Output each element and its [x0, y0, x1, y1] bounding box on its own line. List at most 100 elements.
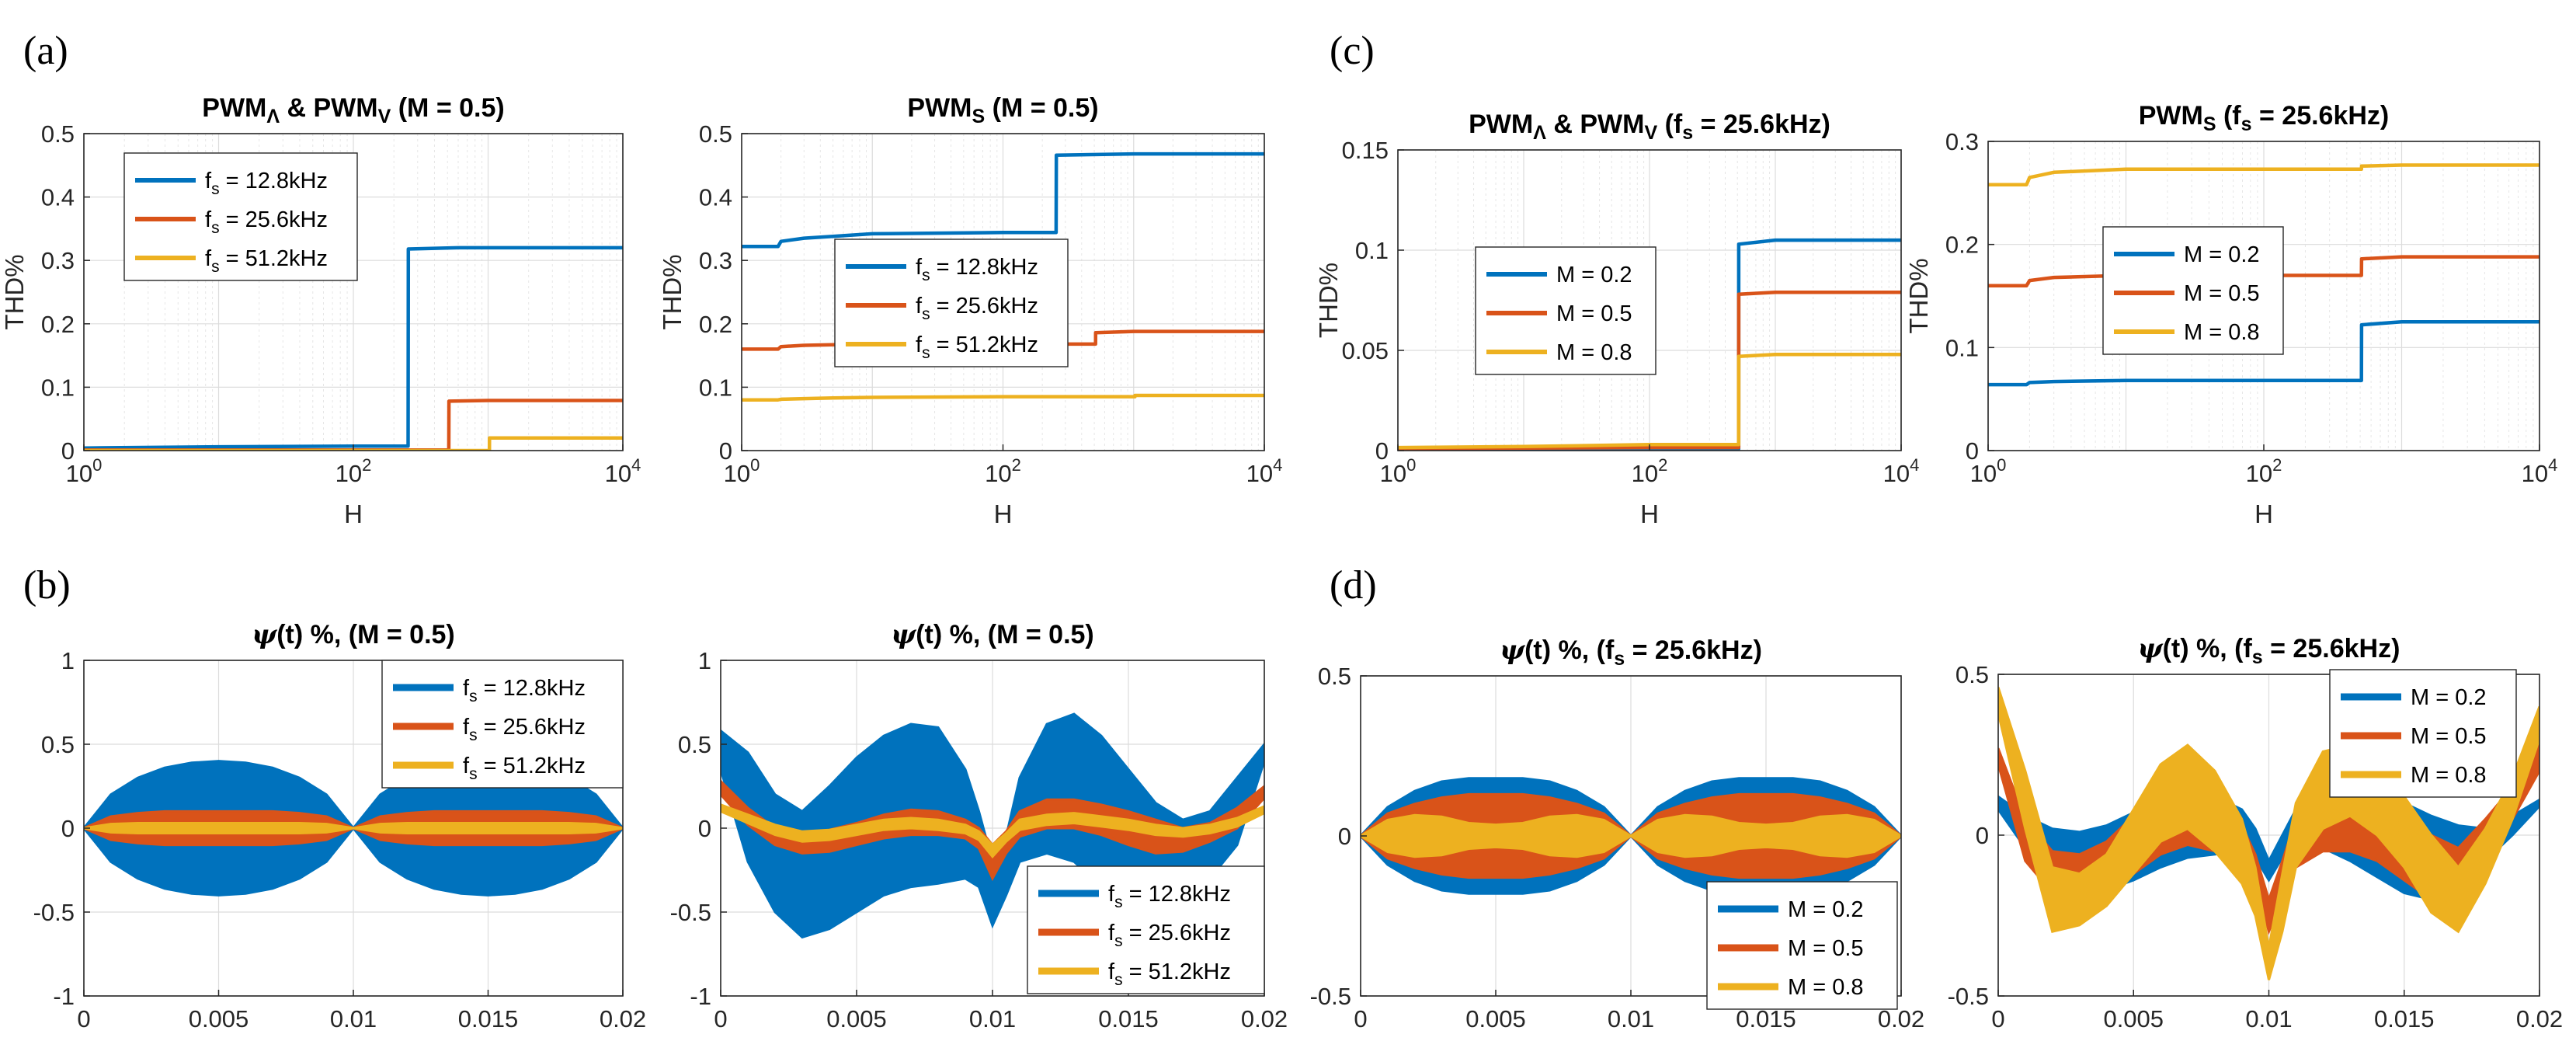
- x-axis-label: H: [2254, 500, 2273, 528]
- x-tick-label: 0.005: [826, 1005, 887, 1032]
- chart-d1: 0 0.005 0.01 0.015 0.02-0.500.5ψ(t) %, (fs =…: [1310, 635, 1925, 1032]
- x-tick-label: 0.015: [1098, 1005, 1159, 1032]
- y-tick-label: 0: [1966, 437, 1979, 465]
- y-tick-label: 0.2: [1945, 232, 1979, 259]
- legend-label-3: fs = 51.2kHz: [1108, 959, 1231, 989]
- legend: fs = 12.8kHz fs = 25.6kHz fs = 51.2kHz: [1027, 865, 1265, 994]
- x-tick-label: 0.01: [1608, 1005, 1654, 1032]
- y-tick-label: 0.5: [1318, 663, 1351, 690]
- series-line-1: [742, 151, 1264, 249]
- y-axis-label: THD%: [1314, 263, 1343, 338]
- y-tick-label: -0.5: [670, 899, 711, 926]
- legend-label-3: fs = 51.2kHz: [463, 754, 586, 783]
- x-tick-label: 0.02: [600, 1005, 646, 1032]
- legend-label-1: M = 0.2: [1556, 263, 1632, 287]
- x-tick-label: 102: [985, 455, 1021, 487]
- y-tick-label: 0: [61, 437, 75, 465]
- legend-label-1: fs = 12.8kHz: [205, 169, 328, 198]
- x-tick-label: 0: [77, 1005, 90, 1032]
- x-tick-label: 0.005: [1465, 1005, 1526, 1032]
- legend-label-3: M = 0.8: [1788, 975, 1864, 1000]
- y-tick-label: -1: [53, 983, 75, 1010]
- panel-label-c: (c): [1330, 29, 1375, 73]
- y-tick-label: 0.5: [41, 120, 75, 148]
- legend-label-2: M = 0.5: [1788, 936, 1864, 961]
- legend-label-3: M = 0.8: [2184, 320, 2260, 345]
- y-tick-label: 0.05: [1342, 337, 1389, 364]
- data-group: [1398, 238, 1901, 451]
- chart-title: ψ(t) %, (fs = 25.6kHz): [1500, 635, 1762, 670]
- x-tick-label: 104: [605, 455, 641, 487]
- y-tick-label: 0.2: [699, 311, 732, 338]
- legend-label-2: M = 0.5: [1556, 301, 1632, 326]
- x-tick-label: 0.02: [1878, 1005, 1924, 1032]
- chart-a1: 100 102 104 0 0.1 0.2 0.3 0.4 0.5 H THD% PWMΛ & PWM…: [0, 93, 641, 528]
- y-tick-label: -0.5: [1948, 983, 1989, 1010]
- x-tick-label: 0: [1354, 1005, 1367, 1032]
- legend-label-2: fs = 25.6kHz: [916, 294, 1038, 323]
- data-group: [1361, 777, 1901, 895]
- x-tick-label: 0.01: [330, 1005, 377, 1032]
- legend-label-1: M = 0.2: [2411, 685, 2487, 710]
- y-tick-label: 0.3: [699, 247, 732, 274]
- data-group: [1998, 687, 2539, 980]
- x-tick-label: 104: [2522, 455, 2558, 487]
- legend-label-2: M = 0.5: [2184, 281, 2260, 306]
- series-line-3: [742, 393, 1264, 402]
- x-tick-label: 100: [724, 455, 760, 487]
- x-tick-label: 0.015: [1736, 1005, 1796, 1032]
- x-tick-label: 0.015: [2374, 1005, 2435, 1032]
- panel-label-d: (d): [1330, 563, 1377, 608]
- y-tick-label: 0.1: [41, 374, 75, 401]
- x-tick-label: 0.015: [458, 1005, 519, 1032]
- legend-label-2: M = 0.5: [2411, 724, 2487, 749]
- chart-b2: 0 0.005 0.01 0.015 0.02 -1 -0.5 0 0.5 1 ψ(t) %, (M…: [670, 619, 1288, 1032]
- y-tick-label: 1: [698, 647, 711, 674]
- x-tick-label: 104: [1246, 455, 1283, 487]
- chart-title: ψ(t) %, (M = 0.5): [252, 619, 455, 650]
- legend-label-3: fs = 51.2kHz: [205, 246, 328, 276]
- panel-label-a: (a): [23, 29, 68, 73]
- series-line-1: [1988, 319, 2539, 387]
- legend-label-1: fs = 12.8kHz: [1108, 882, 1231, 911]
- series-line-3: [1398, 352, 1901, 450]
- x-tick-label: 0.02: [2516, 1005, 2563, 1032]
- legend-label-3: M = 0.8: [2411, 763, 2487, 788]
- x-tick-label: 0.02: [1241, 1005, 1288, 1032]
- x-axis-label: H: [994, 500, 1013, 528]
- x-tick-label: 0: [714, 1005, 727, 1032]
- y-tick-label: 0: [719, 437, 732, 465]
- legend: M = 0.2 M = 0.5 M = 0.8: [1475, 246, 1656, 375]
- chart-title: PWMS (M = 0.5): [907, 93, 1098, 127]
- x-axis-label: H: [1640, 500, 1659, 528]
- y-tick-label: 0.4: [41, 184, 75, 211]
- legend-label-3: fs = 51.2kHz: [916, 333, 1038, 362]
- legend-label-1: fs = 12.8kHz: [916, 255, 1038, 284]
- chart-title: ψ(t) %, (M = 0.5): [891, 619, 1094, 650]
- legend: fs = 12.8kHz fs = 25.6kHz fs = 51.2kHz: [123, 152, 358, 281]
- y-tick-label: 0.5: [678, 731, 711, 758]
- y-tick-label: 0.3: [41, 247, 75, 274]
- y-tick-label: 0.2: [41, 311, 75, 338]
- y-tick-label: 0: [1338, 823, 1351, 850]
- y-tick-label: 0.3: [1945, 128, 1979, 155]
- chart-title: PWMΛ & PWMV (M = 0.5): [202, 93, 504, 127]
- series-band-3: [721, 803, 1264, 859]
- x-tick-label: 0.01: [2245, 1005, 2292, 1032]
- legend: M = 0.2 M = 0.5 M = 0.8: [1706, 881, 1898, 1010]
- y-tick-label: 0.5: [699, 120, 732, 148]
- x-tick-label: 104: [1883, 455, 1920, 487]
- series-line-3: [84, 436, 623, 451]
- y-tick-label: 0.1: [1355, 237, 1389, 264]
- x-tick-label: 102: [1632, 455, 1668, 487]
- chart-a2: 100 102 104 0 0.1 0.2 0.3 0.4 0.5 H THD% PWMS (M = …: [658, 93, 1282, 528]
- x-tick-label: 0.01: [969, 1005, 1016, 1032]
- legend-label-2: fs = 25.6kHz: [463, 715, 586, 744]
- series-line-1: [84, 245, 623, 450]
- y-tick-label: 0: [698, 815, 711, 842]
- legend-label-1: M = 0.2: [2184, 242, 2260, 267]
- y-tick-label: -1: [690, 983, 711, 1010]
- legend: M = 0.2 M = 0.5 M = 0.8: [2329, 669, 2517, 798]
- y-axis-label: THD%: [1904, 258, 1933, 333]
- legend-label-2: fs = 25.6kHz: [1108, 921, 1231, 950]
